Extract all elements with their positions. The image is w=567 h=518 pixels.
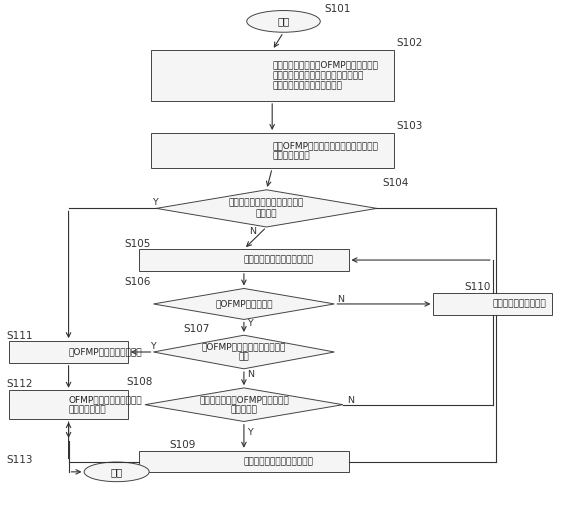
Text: S112: S112 <box>6 379 33 389</box>
Text: S108: S108 <box>127 377 153 386</box>
Text: N: N <box>249 227 256 236</box>
FancyBboxPatch shape <box>9 391 128 419</box>
Polygon shape <box>156 190 377 227</box>
Text: S106: S106 <box>124 278 150 287</box>
Text: Y: Y <box>150 342 156 351</box>
FancyBboxPatch shape <box>433 293 552 315</box>
Text: S107: S107 <box>183 324 210 334</box>
Text: 首跳OFMP使能交换机解析出测量报文，
写入测量信息。: 首跳OFMP使能交换机解析出测量报文， 写入测量信息。 <box>272 141 378 160</box>
Text: 按原路径相反方向发测量报文: 按原路径相反方向发测量报文 <box>244 457 314 466</box>
FancyBboxPatch shape <box>9 341 128 363</box>
FancyBboxPatch shape <box>151 50 394 101</box>
Text: Y: Y <box>152 198 158 207</box>
Text: 开始: 开始 <box>277 17 290 26</box>
Text: S103: S103 <box>397 121 423 131</box>
Text: OFMP控制器处理测量报文
并显示测量信息: OFMP控制器处理测量报文 并显示测量信息 <box>69 395 142 414</box>
Text: S101: S101 <box>324 4 350 13</box>
Text: 向下一跳交换机发送测量报文: 向下一跳交换机发送测量报文 <box>244 255 314 265</box>
Text: 是OFMP交换机吗？: 是OFMP交换机吗？ <box>215 299 273 308</box>
Polygon shape <box>154 289 335 320</box>
Text: S111: S111 <box>6 330 33 341</box>
Text: S104: S104 <box>382 178 408 188</box>
Polygon shape <box>145 388 343 422</box>
Text: Y: Y <box>247 428 252 437</box>
Text: S105: S105 <box>124 239 150 249</box>
Ellipse shape <box>247 10 320 32</box>
Text: S109: S109 <box>169 440 196 450</box>
Ellipse shape <box>84 462 149 482</box>
Text: N: N <box>348 396 354 405</box>
Text: 透明通过下一跳交换机: 透明通过下一跳交换机 <box>493 299 547 308</box>
Text: Y: Y <box>247 319 252 328</box>
Text: N: N <box>247 370 254 379</box>
Text: S110: S110 <box>464 282 491 292</box>
Text: 结束: 结束 <box>111 467 123 477</box>
FancyBboxPatch shape <box>139 451 349 472</box>
Polygon shape <box>154 335 335 369</box>
Text: N: N <box>337 295 344 304</box>
FancyBboxPatch shape <box>139 249 349 271</box>
Text: 是往返测量且该OFMP交换机是路
径中点吗？: 是往返测量且该OFMP交换机是路 径中点吗？ <box>199 395 289 414</box>
Text: 该OFMP交换机是路径最后一跳
吗？: 该OFMP交换机是路径最后一跳 吗？ <box>202 342 286 362</box>
Text: 向OFMP控制器发测量报文: 向OFMP控制器发测量报文 <box>69 348 142 356</box>
Text: 用户发送测量指令，OFMP使能控制器解
析测量路径和指标，构造测量报文并写
入测量信息，发送测量报文。: 用户发送测量指令，OFMP使能控制器解 析测量路径和指标，构造测量报文并写 入测… <box>272 61 378 91</box>
Text: S113: S113 <box>6 455 33 465</box>
Text: 是测量控制平面和数据平面间的
时延吗？: 是测量控制平面和数据平面间的 时延吗？ <box>229 199 304 218</box>
FancyBboxPatch shape <box>151 133 394 168</box>
Text: S102: S102 <box>397 38 423 48</box>
